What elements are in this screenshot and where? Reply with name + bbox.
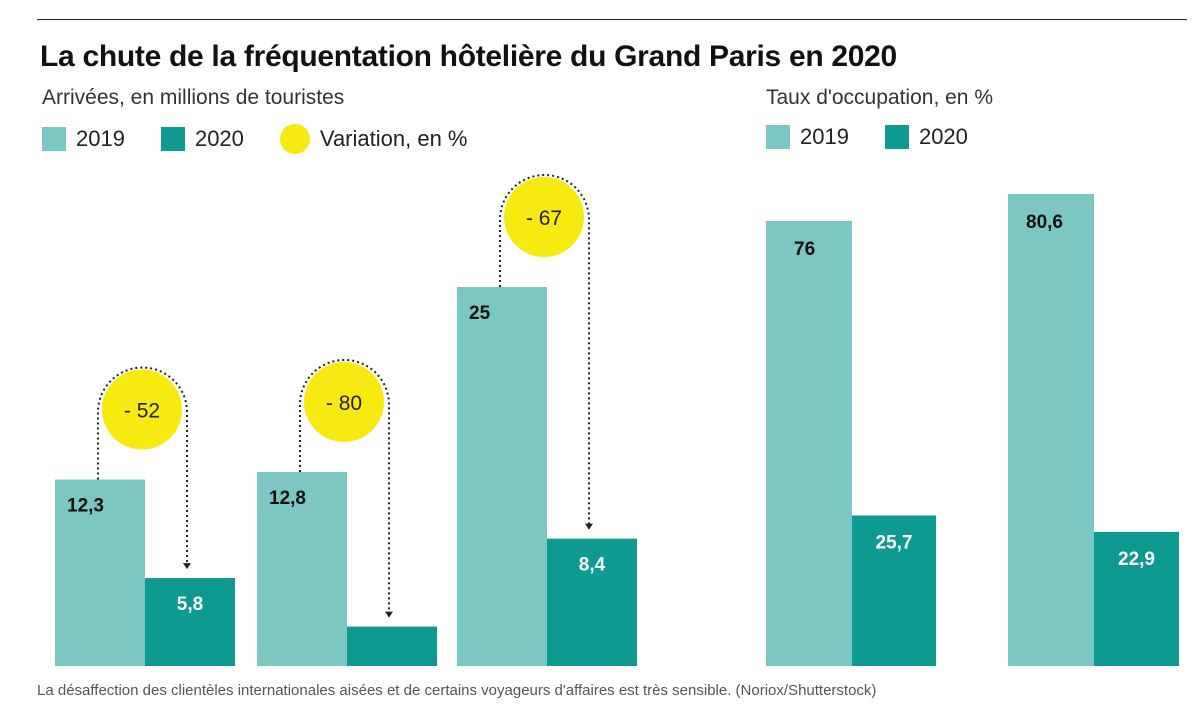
bar-2020-occupancy-1 [852,515,936,666]
legend-dot-variation [279,124,310,154]
legend-label-2019: 2019 [800,124,849,149]
bar-2020-occupancy-2 [1094,531,1179,666]
legend-swatch-2019 [766,125,790,149]
bar-2019-occupancy-2 [1008,194,1094,666]
variation-label-1: - 52 [124,400,160,423]
occupancy-subtitle: Taux d'occupation, en % [766,86,993,109]
bar-label-2019-arrivals-3: 25 [469,303,491,324]
top-rule [37,19,1187,20]
bar-2020-arrivals-2 [347,626,437,666]
bar-2020-arrivals-1 [145,578,235,666]
variation-label-2: - 80 [326,392,362,415]
bar-label-2020-occupancy-1: 25,7 [876,532,913,553]
bar-2019-arrivals-3 [457,287,547,666]
legend-label-2019: 2019 [76,126,125,151]
bar-2019-arrivals-2 [257,471,347,666]
occupancy-legend: 2019 2020 [766,124,1004,150]
variation-bubble-1 [102,369,182,450]
legend-item-2019: 2019 [766,124,849,150]
legend-swatch-2019 [42,127,66,151]
legend-swatch-2020 [884,125,909,149]
legend-swatch-2020 [160,127,185,151]
bar-charts: 12,3 5,8 - 52 12,8 - 80 25 8,4 - 67 76 25,7 80,6 22… [55,174,1179,666]
legend-item-2020: 2020 [160,126,244,152]
bar-label-2019-arrivals-1: 12,3 [67,496,104,517]
variation-connector-1 [97,366,188,569]
bar-2019-occupancy-1 [766,220,852,666]
bar-label-2020-occupancy-2: 22,9 [1118,549,1155,570]
legend-label-2020: 2020 [194,126,244,151]
legend-item-2020: 2020 [884,124,968,150]
arrivals-subtitle: Arrivées, en millions de touristes [42,86,345,109]
variation-label-3: - 67 [526,207,562,230]
bar-label-2020-arrivals-3: 8,4 [579,555,606,576]
legend-label-2020: 2020 [918,124,968,149]
variation-connector-2 [299,358,390,617]
bar-label-2019-occupancy-1: 76 [794,239,815,260]
variation-arrowhead-3 [585,523,593,530]
bar-label-2019-arrivals-2: 12,8 [269,488,306,509]
photo-caption: La désaffection des clientèles internati… [37,682,877,699]
bar-label-2019-occupancy-2: 80,6 [1026,212,1063,233]
chart-title: La chute de la fréquentation hôtelière d… [40,40,897,73]
variation-bubble-2 [304,361,384,442]
legend-item-variation: Variation, en % [279,124,468,154]
variation-arrowhead-1 [183,563,191,570]
variation-bubble-3 [504,177,584,257]
arrivals-legend: 2019 2020 Variation, en % [42,124,503,154]
variation-connector-3 [499,174,590,529]
legend-label-variation: Variation, en % [319,126,468,151]
legend-item-2019: 2019 [42,126,125,152]
bar-label-2020-arrivals-1: 5,8 [177,594,203,615]
variation-arrowhead-2 [385,611,393,618]
bar-2019-arrivals-1 [55,479,145,666]
bar-2020-arrivals-3 [547,538,637,666]
